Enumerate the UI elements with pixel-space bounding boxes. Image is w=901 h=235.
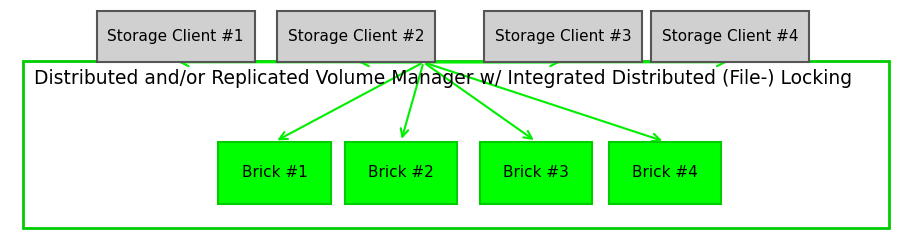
Text: Storage Client #1: Storage Client #1 — [107, 29, 244, 44]
FancyBboxPatch shape — [278, 11, 434, 62]
FancyBboxPatch shape — [344, 141, 458, 204]
FancyBboxPatch shape — [479, 141, 593, 204]
Text: Brick #4: Brick #4 — [633, 165, 697, 180]
Text: Storage Client #4: Storage Client #4 — [661, 29, 798, 44]
FancyBboxPatch shape — [485, 11, 642, 62]
FancyBboxPatch shape — [219, 141, 332, 204]
Text: Storage Client #3: Storage Client #3 — [495, 29, 632, 44]
FancyBboxPatch shape — [609, 141, 721, 204]
Text: Brick #3: Brick #3 — [503, 165, 569, 180]
FancyBboxPatch shape — [651, 11, 809, 62]
Text: Brick #1: Brick #1 — [242, 165, 307, 180]
Text: Storage Client #2: Storage Client #2 — [287, 29, 424, 44]
FancyBboxPatch shape — [97, 11, 254, 62]
Text: Brick #2: Brick #2 — [369, 165, 433, 180]
Text: Distributed and/or Replicated Volume Manager w/ Integrated Distributed (File-) L: Distributed and/or Replicated Volume Man… — [34, 69, 852, 88]
